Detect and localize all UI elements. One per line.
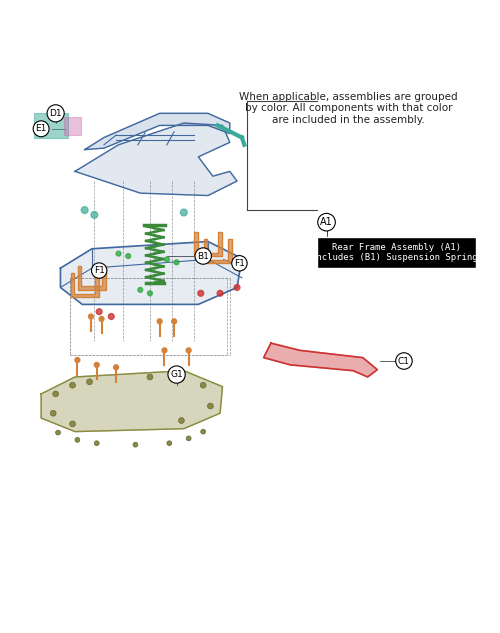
Circle shape bbox=[91, 211, 98, 218]
Text: D1: D1 bbox=[50, 109, 62, 118]
Circle shape bbox=[116, 251, 121, 256]
Polygon shape bbox=[204, 239, 232, 263]
Circle shape bbox=[147, 374, 153, 380]
Circle shape bbox=[88, 314, 94, 319]
Circle shape bbox=[201, 429, 205, 434]
Circle shape bbox=[108, 313, 114, 320]
Polygon shape bbox=[75, 123, 237, 196]
Circle shape bbox=[172, 319, 176, 323]
Circle shape bbox=[138, 287, 142, 292]
Circle shape bbox=[82, 207, 88, 213]
Circle shape bbox=[167, 441, 172, 446]
FancyBboxPatch shape bbox=[64, 117, 81, 135]
Circle shape bbox=[114, 365, 118, 370]
Circle shape bbox=[186, 436, 191, 441]
Circle shape bbox=[217, 291, 223, 296]
Circle shape bbox=[174, 260, 179, 265]
Circle shape bbox=[56, 430, 60, 435]
Circle shape bbox=[96, 309, 102, 315]
Polygon shape bbox=[194, 232, 222, 256]
Text: Rear Frame Assembly (A1)
includes (B1) Suspension Spring.: Rear Frame Assembly (A1) includes (B1) S… bbox=[310, 242, 482, 262]
Polygon shape bbox=[84, 113, 230, 149]
Circle shape bbox=[200, 382, 206, 388]
Polygon shape bbox=[78, 266, 106, 290]
Text: E1: E1 bbox=[36, 124, 47, 134]
Circle shape bbox=[178, 375, 184, 381]
Circle shape bbox=[99, 316, 104, 322]
Circle shape bbox=[162, 348, 167, 353]
Circle shape bbox=[198, 291, 203, 296]
Circle shape bbox=[94, 363, 99, 367]
Circle shape bbox=[126, 254, 130, 258]
Circle shape bbox=[178, 418, 184, 423]
Text: A1: A1 bbox=[320, 217, 333, 227]
Circle shape bbox=[50, 410, 56, 416]
FancyBboxPatch shape bbox=[34, 113, 68, 137]
Circle shape bbox=[86, 379, 92, 385]
Circle shape bbox=[75, 437, 80, 442]
Text: G1: G1 bbox=[170, 370, 183, 379]
Polygon shape bbox=[70, 273, 99, 297]
Circle shape bbox=[180, 209, 187, 216]
Text: F1: F1 bbox=[94, 266, 104, 275]
Polygon shape bbox=[264, 343, 378, 377]
Circle shape bbox=[70, 382, 75, 388]
Circle shape bbox=[133, 442, 138, 447]
Circle shape bbox=[75, 358, 80, 363]
Text: B1: B1 bbox=[197, 251, 209, 261]
Circle shape bbox=[148, 291, 152, 296]
Circle shape bbox=[186, 348, 191, 353]
Circle shape bbox=[208, 403, 214, 409]
Text: F1: F1 bbox=[234, 259, 245, 268]
Circle shape bbox=[164, 257, 170, 262]
Text: When applicable, assemblies are grouped
by color. All components with that color: When applicable, assemblies are grouped … bbox=[239, 92, 458, 125]
Polygon shape bbox=[60, 242, 242, 304]
Circle shape bbox=[70, 421, 75, 427]
Circle shape bbox=[157, 319, 162, 323]
FancyBboxPatch shape bbox=[317, 237, 476, 268]
Text: C1: C1 bbox=[398, 356, 410, 365]
Polygon shape bbox=[41, 371, 222, 432]
Circle shape bbox=[52, 391, 59, 397]
Circle shape bbox=[94, 441, 99, 446]
Circle shape bbox=[234, 285, 240, 291]
